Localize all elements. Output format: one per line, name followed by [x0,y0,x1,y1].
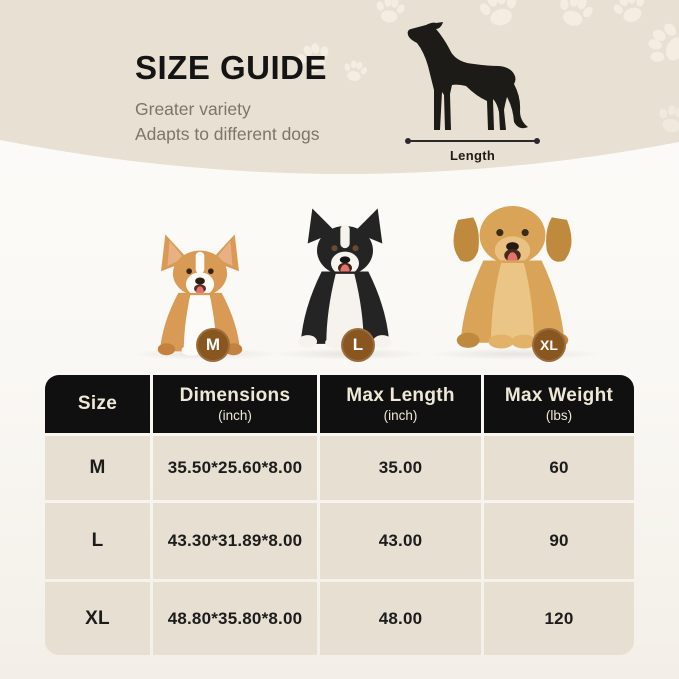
cell-dimensions-m: 35.50*25.60*8.00 [153,436,317,500]
golden-retriever-photo [453,206,572,349]
length-measure: Length [405,138,540,163]
cell-max-length-l: 43.00 [320,503,481,579]
subtitle-line-2: Adapts to different dogs [135,124,320,144]
size-badge-l: L [341,328,375,362]
column-header-dimensions: Dimensions (inch) [153,375,317,433]
column-header-size: Size [45,375,150,433]
size-badge-m: M [196,328,230,362]
dog-length-silhouette-icon [407,22,528,130]
column-header-max-weight: Max Weight (lbs) [484,375,634,433]
measure-dot-right [534,138,540,144]
cell-max-length-m: 35.00 [320,436,481,500]
size-table: Size Dimensions (inch) Max Length (inch)… [45,375,634,655]
length-measure-line [405,138,540,144]
length-label: Length [449,148,496,163]
header-subtitles: Greater variety Adapts to different dogs [135,97,327,147]
cell-max-weight-xl: 120 [484,582,634,655]
cell-size-xl: XL [45,582,150,655]
cell-max-weight-l: 90 [484,503,634,579]
page-title: SIZE GUIDE [135,49,328,86]
cell-dimensions-l: 43.30*31.89*8.00 [153,503,317,579]
cell-max-weight-m: 60 [484,436,634,500]
subtitle-line-1: Greater variety [135,99,251,119]
cell-size-l: L [45,503,150,579]
cell-size-m: M [45,436,150,500]
column-header-max-length: Max Length (inch) [320,375,481,433]
cell-max-length-xl: 48.00 [320,582,481,655]
size-badge-xl: XL [532,328,566,362]
header: SIZE GUIDE Greater variety Adapts to dif… [135,49,327,147]
paw-icon [372,0,408,28]
measure-dot-left [405,138,411,144]
cell-dimensions-xl: 48.80*35.80*8.00 [153,582,317,655]
paw-icon [340,56,371,87]
header-background-curve [0,0,679,175]
